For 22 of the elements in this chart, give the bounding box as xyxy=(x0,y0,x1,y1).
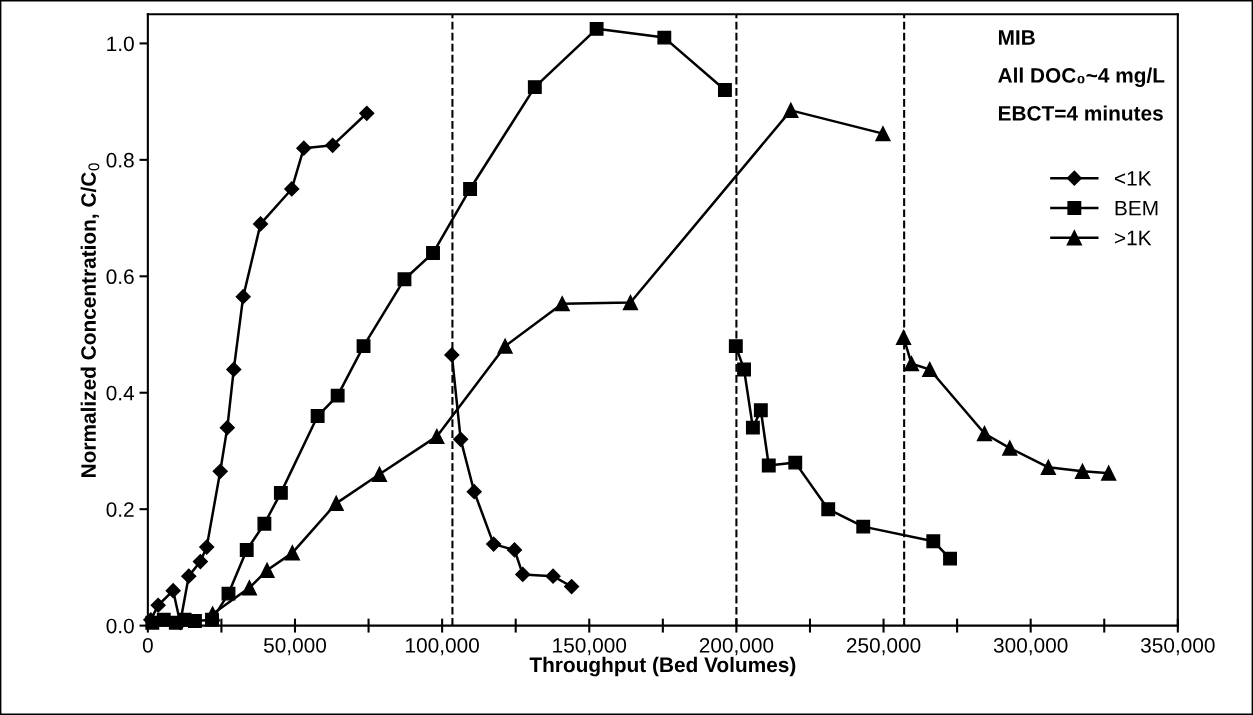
x-tick-label: 100,000 xyxy=(406,637,479,656)
x-tick-label: 350,000 xyxy=(1140,637,1215,656)
x-axis-title: Throughput (Bed Volumes) xyxy=(529,656,796,677)
x-tick-label: 300,000 xyxy=(993,637,1068,656)
x-tick-label: 200,000 xyxy=(699,637,774,656)
x-tick-label: 150,000 xyxy=(553,637,627,656)
x-tick-label: 0 xyxy=(142,637,153,653)
y-tick-label: 0.6 xyxy=(106,269,134,285)
y-tick-label: 0.0 xyxy=(106,618,134,634)
y-tick-label: 0.4 xyxy=(106,385,135,401)
y-tick-label: 1.0 xyxy=(107,36,134,52)
legend-label: >1K xyxy=(1114,230,1152,246)
annotation: EBCT=4 minutes xyxy=(998,105,1163,121)
y-axis-title: Normalized Concentration, C/C$_{0}$ xyxy=(80,163,100,478)
legend-label: BEM xyxy=(1115,200,1158,216)
annotation: All DOC₀~4 mg/L xyxy=(998,67,1165,87)
y-tick-label: 0.2 xyxy=(106,502,134,517)
x-tick-label: 50,000 xyxy=(263,637,327,656)
annotation: MIB xyxy=(998,30,1035,45)
x-tick-label: 250,000 xyxy=(846,637,921,656)
legend-label: <1K xyxy=(1114,171,1152,186)
y-tick-label: 0.8 xyxy=(106,152,134,168)
